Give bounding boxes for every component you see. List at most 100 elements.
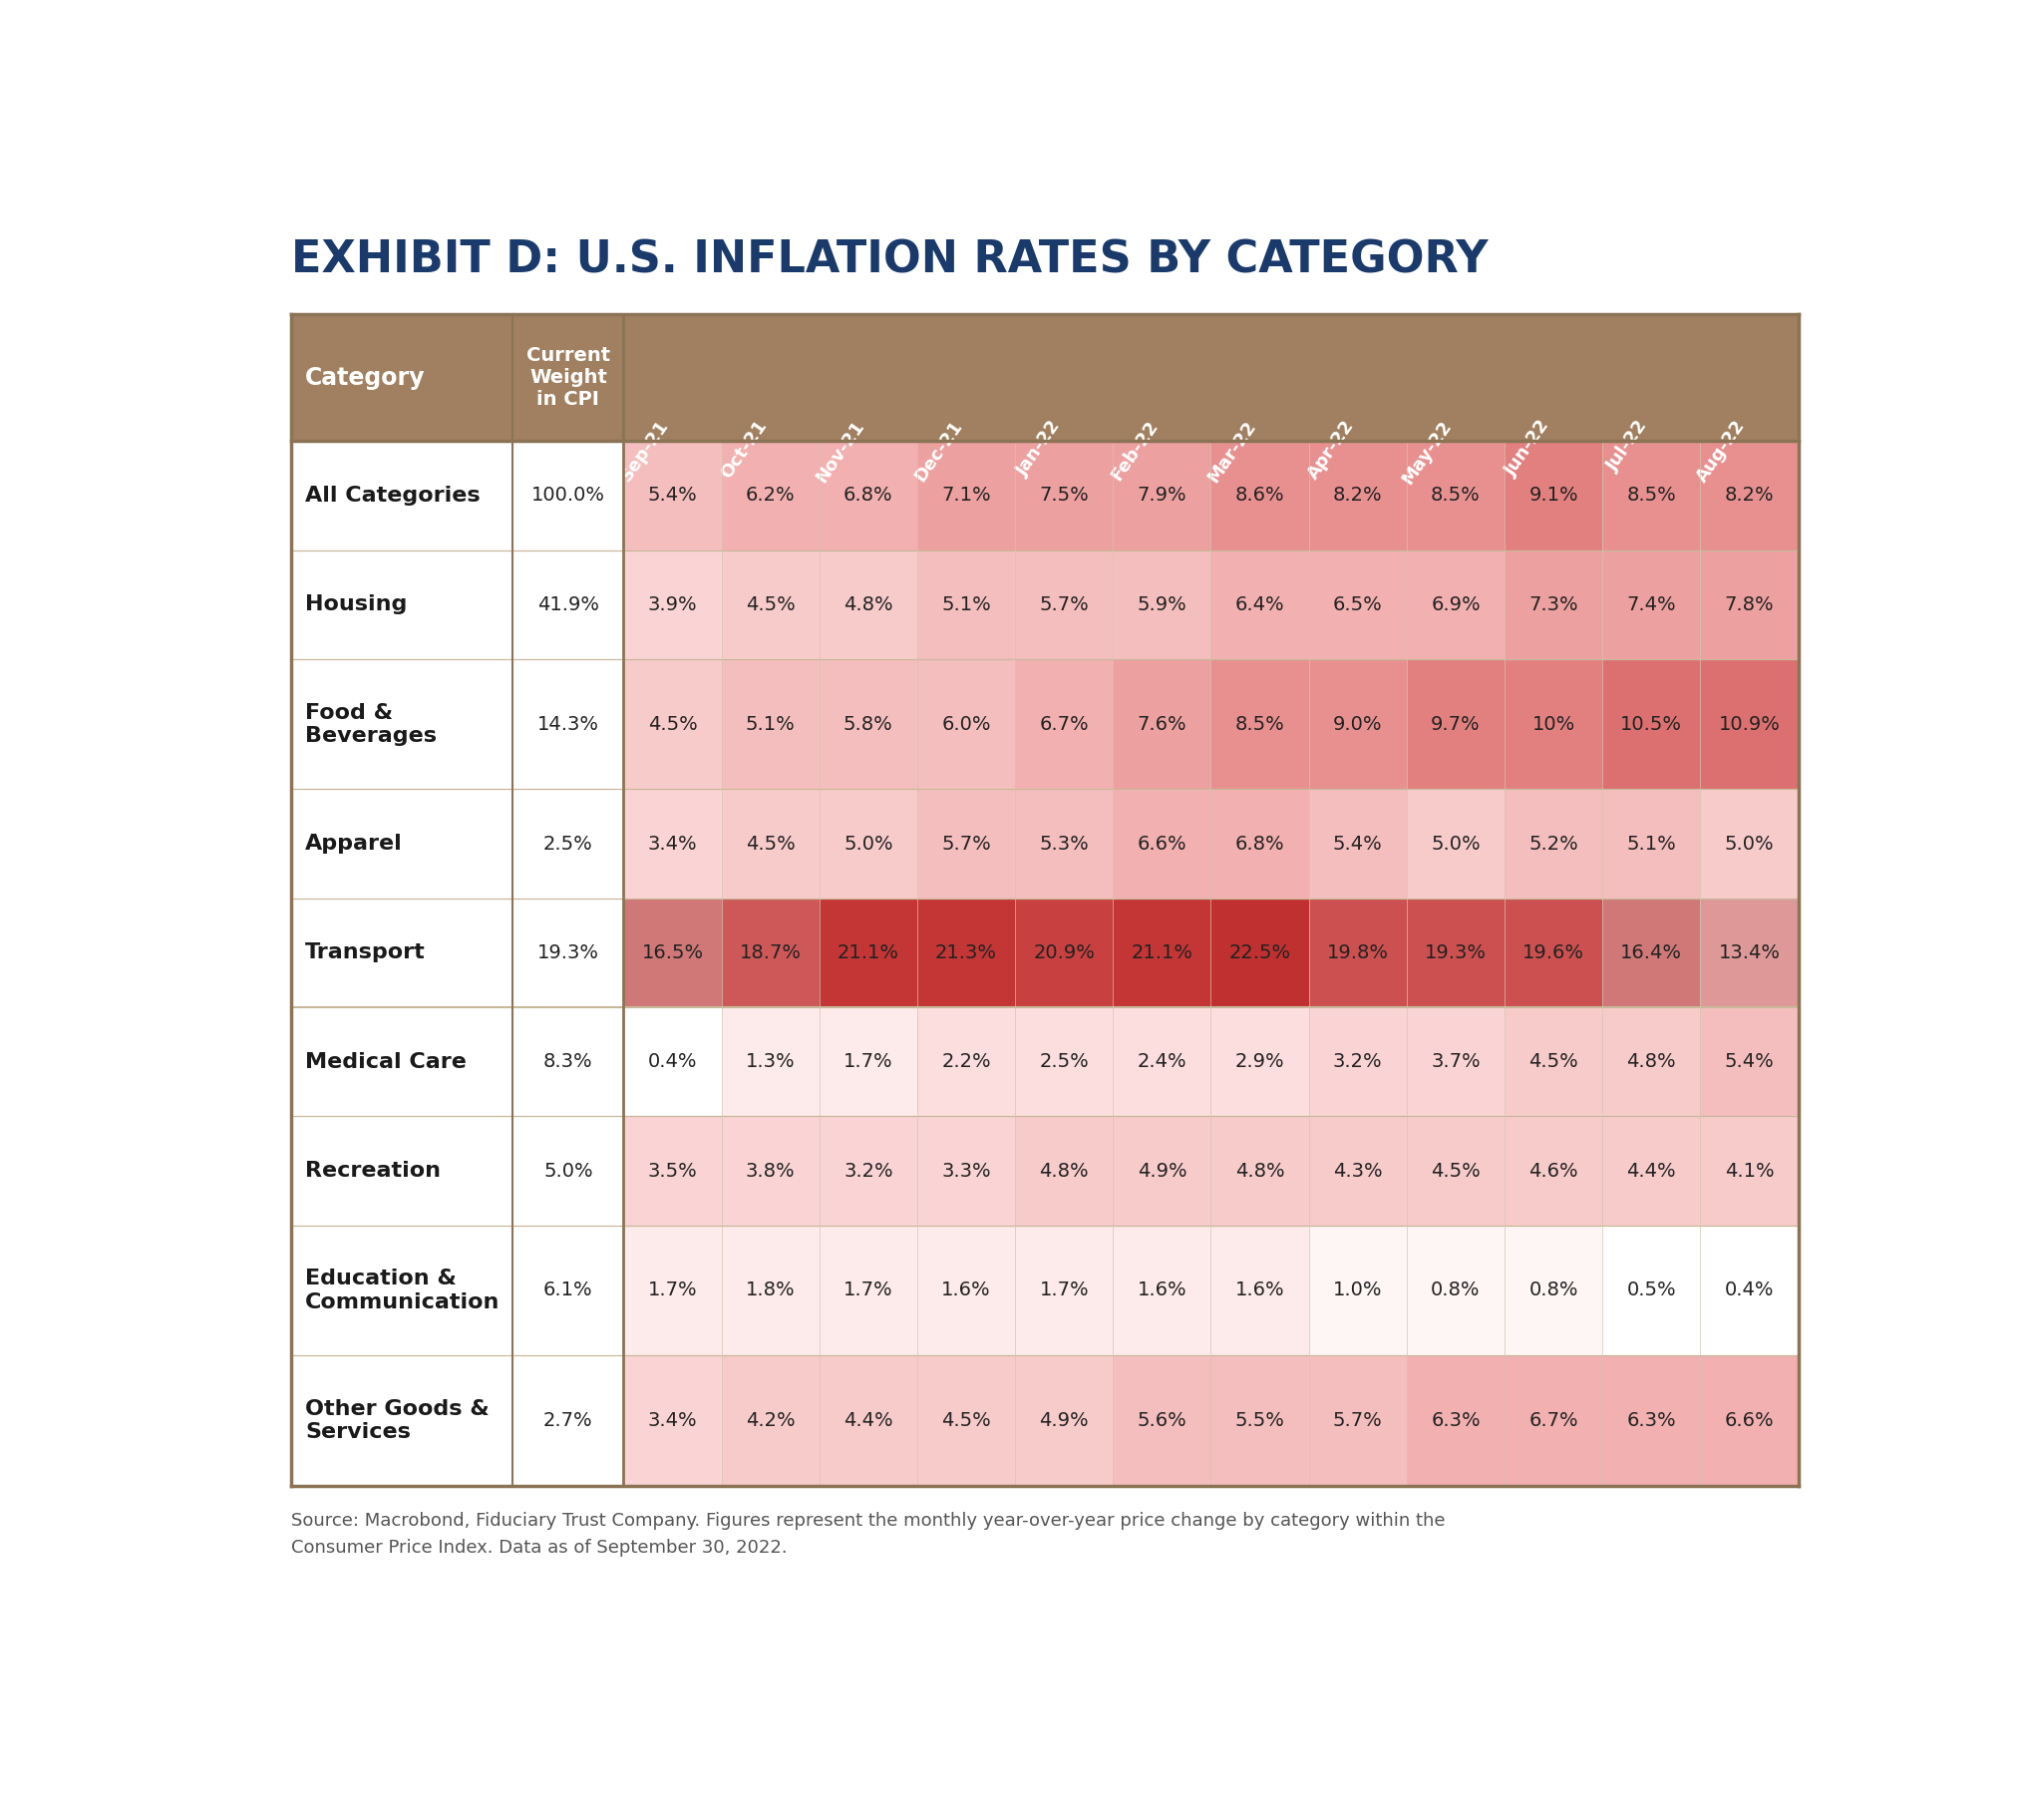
Text: 4.9%: 4.9% [1137,1161,1188,1181]
Bar [1505,1356,1602,1485]
Text: 1.3%: 1.3% [746,1052,795,1072]
Text: 6.7%: 6.7% [1040,715,1088,733]
Text: 8.5%: 8.5% [1430,486,1481,506]
Text: 3.4%: 3.4% [647,1410,698,1431]
Text: 4.9%: 4.9% [1040,1410,1088,1431]
Text: 10.9%: 10.9% [1718,715,1780,733]
Text: 1.7%: 1.7% [844,1052,892,1072]
Text: 19.8%: 19.8% [1327,943,1388,963]
Text: 5.7%: 5.7% [1040,595,1088,613]
Text: 8.3%: 8.3% [544,1052,593,1072]
Bar [722,659,819,790]
Text: 5.7%: 5.7% [941,834,991,854]
Bar [1406,550,1505,659]
Bar [722,1356,819,1485]
Bar [1113,1356,1212,1485]
Text: 3.8%: 3.8% [746,1161,795,1181]
Text: 4.6%: 4.6% [1529,1161,1578,1181]
Text: 4.5%: 4.5% [746,834,795,854]
Text: 2.4%: 2.4% [1137,1052,1188,1072]
Text: 3.2%: 3.2% [844,1161,892,1181]
Text: 9.0%: 9.0% [1333,715,1382,733]
Text: 5.5%: 5.5% [1234,1410,1285,1431]
Text: 5.8%: 5.8% [844,715,892,733]
Bar [916,440,1016,550]
Bar [291,659,623,790]
Bar [1701,1006,1798,1116]
Text: 4.1%: 4.1% [1724,1161,1774,1181]
Bar [291,1006,623,1116]
Bar [1505,550,1602,659]
Bar [1505,1225,1602,1356]
Bar [1113,1006,1212,1116]
Text: 4.4%: 4.4% [1626,1161,1677,1181]
Bar [623,1356,722,1485]
Bar [291,315,1798,440]
Text: 20.9%: 20.9% [1034,943,1094,963]
Text: 5.1%: 5.1% [941,595,991,613]
Text: 0.8%: 0.8% [1529,1281,1578,1299]
Bar [1406,1356,1505,1485]
Bar [1212,899,1309,1006]
Text: 14.3%: 14.3% [538,715,599,733]
Text: 5.3%: 5.3% [1040,834,1088,854]
Text: Education &
Communication: Education & Communication [305,1269,500,1312]
Text: 22.5%: 22.5% [1228,943,1291,963]
Text: Jan-22: Jan-22 [1014,417,1064,479]
Text: 2.5%: 2.5% [1040,1052,1088,1072]
Bar [1309,659,1406,790]
Text: 1.7%: 1.7% [1040,1281,1088,1299]
Bar [1016,550,1113,659]
Text: 1.6%: 1.6% [1236,1281,1285,1299]
Bar [1309,1225,1406,1356]
Bar [1309,1356,1406,1485]
Bar [1406,1116,1505,1225]
Bar [819,1116,916,1225]
Bar [1701,790,1798,899]
Text: Jul-22: Jul-22 [1604,417,1651,475]
Text: 4.2%: 4.2% [746,1410,795,1431]
Text: 8.2%: 8.2% [1333,486,1382,506]
Text: Food &
Beverages: Food & Beverages [305,703,437,746]
Bar [1602,550,1701,659]
Text: 1.8%: 1.8% [746,1281,795,1299]
Text: 3.4%: 3.4% [647,834,698,854]
Text: 2.2%: 2.2% [941,1052,991,1072]
Text: 6.8%: 6.8% [1236,834,1285,854]
Text: 6.4%: 6.4% [1236,595,1285,613]
Bar [819,1356,916,1485]
Bar [1113,440,1212,550]
Bar [1016,1356,1113,1485]
Bar [1505,440,1602,550]
Bar [819,550,916,659]
Bar [1602,790,1701,899]
Bar [1602,659,1701,790]
Text: 7.6%: 7.6% [1137,715,1188,733]
Bar [1602,1006,1701,1116]
Text: 7.3%: 7.3% [1529,595,1578,613]
Text: Other Goods &
Services: Other Goods & Services [305,1400,490,1441]
Text: 0.5%: 0.5% [1626,1281,1677,1299]
Bar [1406,659,1505,790]
Bar [819,1006,916,1116]
Text: 16.5%: 16.5% [641,943,704,963]
Bar [1505,899,1602,1006]
Text: Category: Category [305,366,425,389]
Text: 7.8%: 7.8% [1724,595,1774,613]
Text: 5.1%: 5.1% [1626,834,1677,854]
Bar [1016,659,1113,790]
Text: 6.9%: 6.9% [1430,595,1481,613]
Bar [722,1225,819,1356]
Bar [623,790,722,899]
Text: 21.3%: 21.3% [935,943,997,963]
Bar [916,659,1016,790]
Text: 4.4%: 4.4% [844,1410,892,1431]
Bar [623,899,722,1006]
Text: 3.3%: 3.3% [941,1161,991,1181]
Text: Feb-22: Feb-22 [1109,417,1161,484]
Text: Current
Weight
in CPI: Current Weight in CPI [526,346,611,410]
Bar [1406,899,1505,1006]
Text: 3.9%: 3.9% [647,595,698,613]
Text: 6.5%: 6.5% [1333,595,1382,613]
Bar [722,440,819,550]
